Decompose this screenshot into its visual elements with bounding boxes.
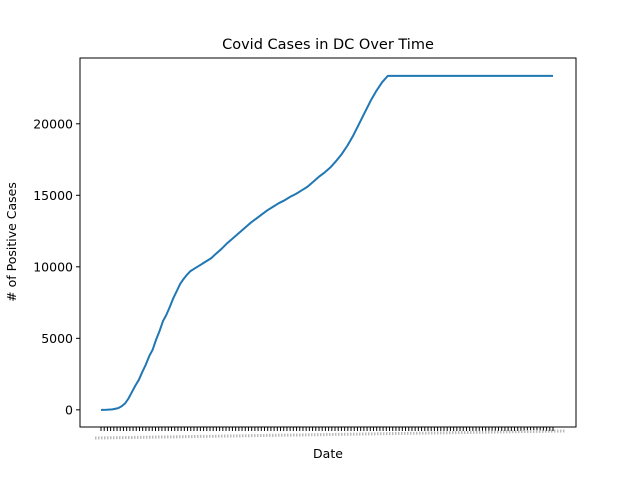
y-tick-label: 20000 [33, 116, 73, 131]
x-axis-ticks [94, 427, 566, 440]
y-axis-label: # of Positive Cases [4, 182, 19, 302]
y-tick-label: 0 [65, 402, 73, 417]
series-line [100, 74, 553, 411]
y-tick-label: 10000 [33, 259, 73, 274]
y-axis-ticks: 0 5000 10000 15000 20000 [33, 116, 80, 417]
y-tick-label: 15000 [33, 188, 73, 203]
x-tick-labels-band [94, 429, 566, 440]
chart-title: Covid Cases in DC Over Time [222, 37, 434, 53]
series-layer [100, 74, 553, 411]
plot-frame [79, 57, 577, 428]
y-tick-label: 5000 [41, 331, 73, 346]
x-axis-label: Date [313, 446, 343, 461]
